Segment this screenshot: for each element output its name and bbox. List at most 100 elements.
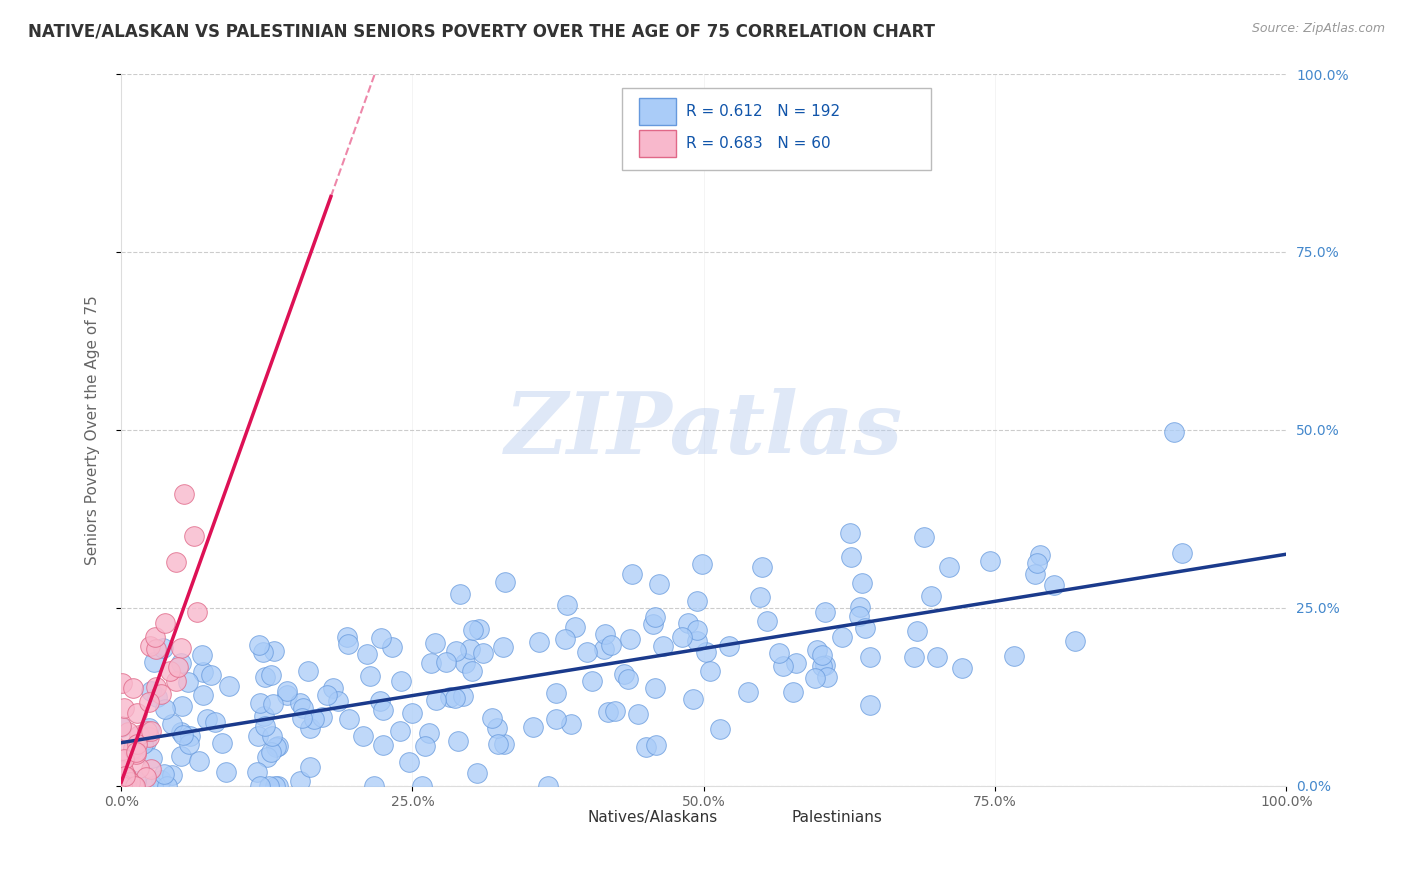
- Point: [187, 754, 209, 768]
- FancyBboxPatch shape: [755, 808, 783, 826]
- Point: [644, 681, 666, 695]
- Point: [162, 717, 184, 731]
- Point: [848, 609, 870, 624]
- Point: [920, 589, 942, 603]
- Point: [263, 644, 285, 658]
- Point: [859, 650, 882, 665]
- Point: [356, 647, 378, 661]
- Point: [291, 701, 314, 715]
- Point: [363, 779, 385, 793]
- Point: [599, 638, 621, 652]
- Point: [290, 774, 312, 789]
- Point: [686, 593, 709, 607]
- Point: [170, 641, 193, 656]
- Point: [139, 639, 162, 653]
- Point: [564, 620, 586, 634]
- Point: [831, 630, 853, 644]
- Point: [145, 642, 167, 657]
- Point: [111, 675, 134, 690]
- Text: R = 0.612   N = 192: R = 0.612 N = 192: [686, 103, 841, 119]
- Point: [125, 747, 148, 761]
- Text: Natives/Alaskans: Natives/Alaskans: [588, 810, 717, 824]
- Point: [772, 659, 794, 673]
- Point: [336, 630, 359, 644]
- Point: [247, 729, 270, 743]
- Point: [117, 725, 139, 739]
- Point: [453, 690, 475, 704]
- Point: [486, 721, 509, 735]
- Point: [389, 674, 412, 689]
- Point: [425, 636, 447, 650]
- Point: [111, 779, 134, 793]
- Point: [110, 743, 132, 757]
- Point: [122, 742, 145, 756]
- Point: [849, 600, 872, 615]
- Text: R = 0.683   N = 60: R = 0.683 N = 60: [686, 136, 831, 152]
- Point: [695, 645, 717, 659]
- Point: [177, 737, 200, 751]
- Point: [264, 739, 287, 754]
- Point: [851, 576, 873, 591]
- Point: [755, 614, 778, 628]
- Point: [316, 688, 339, 702]
- Point: [111, 779, 134, 793]
- Point: [215, 765, 238, 780]
- Point: [560, 716, 582, 731]
- Point: [186, 605, 208, 619]
- Point: [204, 714, 226, 729]
- Point: [839, 549, 862, 564]
- Point: [1171, 546, 1194, 560]
- Point: [605, 704, 627, 718]
- Point: [165, 674, 187, 689]
- Point: [912, 530, 935, 544]
- Point: [173, 486, 195, 500]
- Point: [260, 668, 283, 682]
- Point: [481, 711, 503, 725]
- Point: [491, 640, 513, 655]
- Point: [276, 684, 298, 698]
- Point: [114, 769, 136, 783]
- Point: [373, 738, 395, 752]
- Point: [138, 721, 160, 735]
- Point: [138, 730, 160, 744]
- Text: ZIPatlas: ZIPatlas: [505, 388, 903, 472]
- Point: [114, 768, 136, 782]
- Point: [467, 622, 489, 636]
- Point: [114, 779, 136, 793]
- Point: [114, 779, 136, 793]
- Point: [264, 779, 287, 793]
- Point: [592, 642, 614, 657]
- Point: [311, 710, 333, 724]
- Point: [619, 632, 641, 647]
- Point: [115, 769, 138, 783]
- Point: [737, 685, 759, 699]
- Point: [685, 633, 707, 648]
- Point: [337, 712, 360, 726]
- Point: [249, 779, 271, 793]
- Point: [1029, 549, 1052, 563]
- Point: [252, 645, 274, 659]
- Point: [125, 774, 148, 789]
- Point: [121, 681, 143, 695]
- Point: [804, 671, 827, 685]
- Text: NATIVE/ALASKAN VS PALESTINIAN SENIORS POVERTY OVER THE AGE OF 75 CORRELATION CHA: NATIVE/ALASKAN VS PALESTINIAN SENIORS PO…: [28, 22, 935, 40]
- Point: [141, 683, 163, 698]
- Point: [152, 640, 174, 655]
- Y-axis label: Seniors Poverty Over the Age of 75: Seniors Poverty Over the Age of 75: [86, 295, 100, 565]
- Point: [115, 779, 138, 793]
- FancyBboxPatch shape: [623, 88, 931, 170]
- Point: [522, 720, 544, 734]
- Point: [249, 696, 271, 710]
- Point: [595, 626, 617, 640]
- Point: [418, 726, 440, 740]
- Point: [838, 526, 860, 541]
- Point: [621, 566, 644, 581]
- Point: [125, 706, 148, 721]
- Point: [112, 701, 135, 715]
- Point: [425, 693, 447, 707]
- Point: [124, 779, 146, 793]
- Point: [114, 779, 136, 793]
- Point: [373, 703, 395, 717]
- Point: [142, 655, 165, 669]
- Point: [200, 668, 222, 682]
